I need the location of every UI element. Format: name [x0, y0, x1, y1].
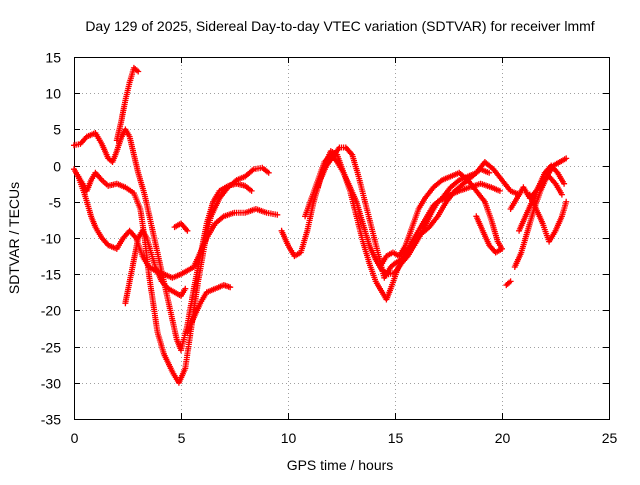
y-tick-label: -30 [41, 376, 61, 392]
y-tick-label: -15 [41, 267, 61, 283]
chart-title: Day 129 of 2025, Sidereal Day-to-day VTE… [85, 18, 594, 34]
data-point-markers [507, 173, 565, 212]
series-trace-8 [278, 144, 503, 281]
data-point-markers [184, 282, 234, 336]
data-point-markers [75, 173, 281, 281]
series-trace-2 [71, 164, 272, 386]
y-tick-label: 5 [53, 122, 61, 138]
y-tick-label: -10 [41, 231, 61, 247]
series-trace-4 [122, 227, 189, 307]
data-marks [71, 64, 570, 386]
y-axis-label: SDTVAR / TECUs [6, 182, 22, 294]
series-trace-6 [171, 220, 191, 234]
grid-lines [74, 57, 609, 419]
data-point-markers [171, 220, 191, 234]
x-tick-label: 25 [602, 430, 618, 446]
series-trace-11 [377, 169, 505, 270]
x-tick-label: 10 [281, 430, 297, 446]
y-tick-label: -20 [41, 303, 61, 319]
data-point-markers [71, 126, 255, 354]
series-trace-9 [302, 151, 493, 278]
y-tick-label: -35 [41, 412, 61, 428]
series-trace-12 [473, 213, 505, 256]
series-trace-16 [526, 191, 570, 245]
data-point-markers [71, 164, 272, 386]
x-tick-label: 20 [495, 430, 511, 446]
series-trace-3 [75, 173, 281, 281]
y-tick-label: -5 [49, 195, 62, 211]
data-point-markers [315, 148, 523, 303]
series-trace-1 [71, 126, 255, 354]
data-point-markers [473, 213, 505, 256]
y-tick-label: -25 [41, 340, 61, 356]
series-trace-17 [507, 173, 565, 212]
x-tick-label: 5 [178, 430, 186, 446]
axis-ticks: 0 5 10 15 20 25 -35 -30 -25 -20 -15 -10 -5 0 5 10 15 [41, 50, 618, 447]
series-trace-7 [184, 282, 234, 336]
x-tick-label: 15 [388, 430, 404, 446]
y-tick-label: 15 [45, 50, 61, 66]
data-point-markers [278, 144, 503, 281]
y-tick-label: 10 [45, 86, 61, 102]
data-point-markers [113, 64, 142, 144]
series-trace-5 [113, 64, 142, 144]
y-tick-label: 0 [53, 159, 61, 175]
data-point-markers [526, 191, 570, 245]
series-trace-13 [503, 278, 514, 289]
data-point-markers [377, 169, 505, 270]
x-axis-label: GPS time / hours [287, 457, 394, 473]
data-point-markers [503, 278, 514, 289]
series-trace-10 [315, 148, 523, 303]
data-point-markers [122, 227, 189, 307]
data-point-markers [302, 151, 493, 278]
x-tick-label: 0 [71, 430, 79, 446]
